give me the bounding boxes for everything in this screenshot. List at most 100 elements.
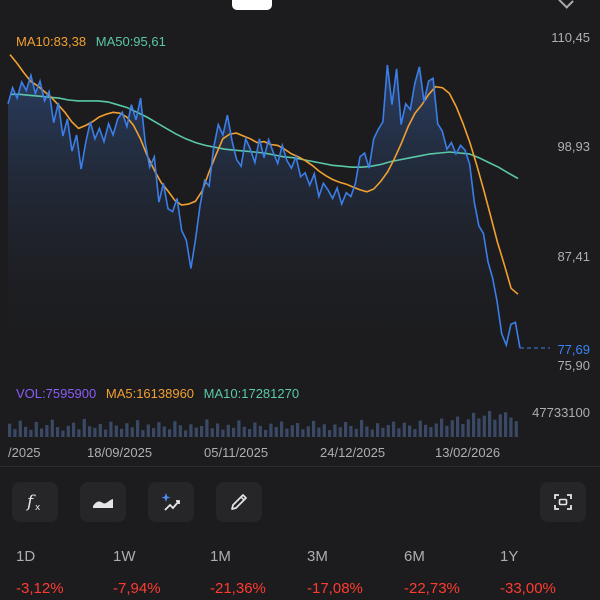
period-change-1w: -7,94% <box>113 580 161 597</box>
volume-bar <box>114 425 118 437</box>
volume-bar <box>141 430 145 437</box>
volume-legend: VOL:7595900 MA5:16138960 MA10:17281270 <box>16 386 305 401</box>
current-price-label: 77,69 <box>557 342 590 357</box>
volume-bar <box>370 429 374 437</box>
volume-bar <box>402 422 406 437</box>
expand-icon[interactable] <box>558 0 574 9</box>
volume-bar <box>72 422 76 437</box>
volume-bar <box>93 427 97 437</box>
volume-bar <box>477 418 481 437</box>
y-axis-label: 75,90 <box>557 358 590 373</box>
volume-bar <box>258 425 262 437</box>
volume-bar <box>386 425 390 437</box>
period-tab-1d[interactable]: 1D <box>16 548 36 565</box>
top-tab-bar <box>0 0 600 14</box>
period-tab-1y[interactable]: 1Y <box>500 548 519 565</box>
volume-bar <box>461 424 465 437</box>
volume-bar <box>450 420 454 437</box>
period-tab-1w[interactable]: 1W <box>113 548 136 565</box>
volume-bar <box>296 423 300 437</box>
volume-bar <box>205 419 209 437</box>
x-axis-label: 18/09/2025 <box>87 445 153 460</box>
volume-bar <box>200 426 204 437</box>
ma50-legend: MA50:95,61 <box>95 34 166 49</box>
sparkle-chart-icon <box>161 493 180 511</box>
volume-bar <box>317 427 321 437</box>
volume-bar <box>365 426 369 437</box>
volume-bar <box>440 418 444 437</box>
volume-bar <box>434 423 438 437</box>
volume-bar <box>66 425 70 437</box>
period-tab-3m[interactable]: 3M <box>307 548 328 565</box>
volume-bar <box>120 428 124 437</box>
volume-bar <box>125 423 129 437</box>
volume-bar <box>274 427 278 437</box>
price-area-fill <box>8 65 520 365</box>
draw-button[interactable] <box>216 482 262 522</box>
volume-bar <box>29 429 33 437</box>
function-icon: f x <box>25 492 41 513</box>
volume-bar <box>50 419 54 437</box>
period-tab-1m[interactable]: 1M <box>210 548 231 565</box>
volume-bar <box>264 429 268 437</box>
volume-bar <box>322 424 326 437</box>
volume-bar <box>290 425 294 437</box>
volume-axis-label: 47733100 <box>532 405 590 420</box>
volume-bar <box>285 428 289 437</box>
volume-bar <box>488 411 492 437</box>
volume-bar <box>157 422 161 437</box>
volume-bar <box>445 425 449 437</box>
period-change-1y: -33,00% <box>500 580 556 597</box>
volume-bar <box>194 427 198 437</box>
volume-bar <box>232 427 236 437</box>
price-chart[interactable] <box>0 20 600 445</box>
screenshot-icon <box>554 494 572 510</box>
volume-bar <box>40 428 44 437</box>
vol-ma5-legend: MA5:16138960 <box>105 386 195 401</box>
volume-bar <box>333 424 337 437</box>
volume-bar <box>269 423 273 437</box>
volume-bar <box>354 428 358 437</box>
volume-bar <box>472 412 476 437</box>
volume-bar <box>226 424 230 437</box>
period-change-3m: -17,08% <box>307 580 363 597</box>
x-axis-label: /2025 <box>8 445 41 460</box>
volume-bar <box>397 428 401 437</box>
price-line <box>7 64 521 349</box>
screenshot-button[interactable] <box>540 482 586 522</box>
volume-bar <box>253 422 257 437</box>
volume-bar <box>306 426 310 437</box>
volume-bar <box>392 421 396 437</box>
volume-bar <box>184 430 188 437</box>
chart-type-button[interactable] <box>80 482 126 522</box>
volume-bar <box>493 419 497 437</box>
svg-text:f: f <box>25 492 36 512</box>
x-axis-label: 24/12/2025 <box>320 445 386 460</box>
volume-bar <box>466 419 470 437</box>
volume-bar <box>189 424 193 437</box>
volume-bar <box>61 430 65 437</box>
volume-bar <box>45 425 49 437</box>
volume-bar <box>376 423 380 437</box>
y-axis-label: 98,93 <box>557 139 590 154</box>
volume-bar <box>136 420 140 437</box>
period-tab-6m[interactable]: 6M <box>404 548 425 565</box>
x-axis-label: 13/02/2026 <box>435 445 501 460</box>
volume-bar <box>514 421 518 437</box>
ai-analysis-button[interactable] <box>148 482 194 522</box>
volume-bar <box>456 416 460 437</box>
vol-ma10-legend: MA10:17281270 <box>203 386 300 401</box>
divider <box>0 466 600 467</box>
volume-bar <box>130 427 134 437</box>
volume-bar <box>98 424 102 437</box>
ma10-line <box>9 54 519 295</box>
selected-period-tab[interactable] <box>232 0 272 10</box>
volume-bar <box>152 428 156 437</box>
indicator-button[interactable]: f x <box>12 482 58 522</box>
volume-bar <box>408 425 412 437</box>
period-change-1d: -3,12% <box>16 580 64 597</box>
volume-bar <box>482 415 486 437</box>
volume-bar <box>242 426 246 437</box>
area-chart-icon <box>93 499 113 508</box>
volume-bar <box>381 427 385 437</box>
